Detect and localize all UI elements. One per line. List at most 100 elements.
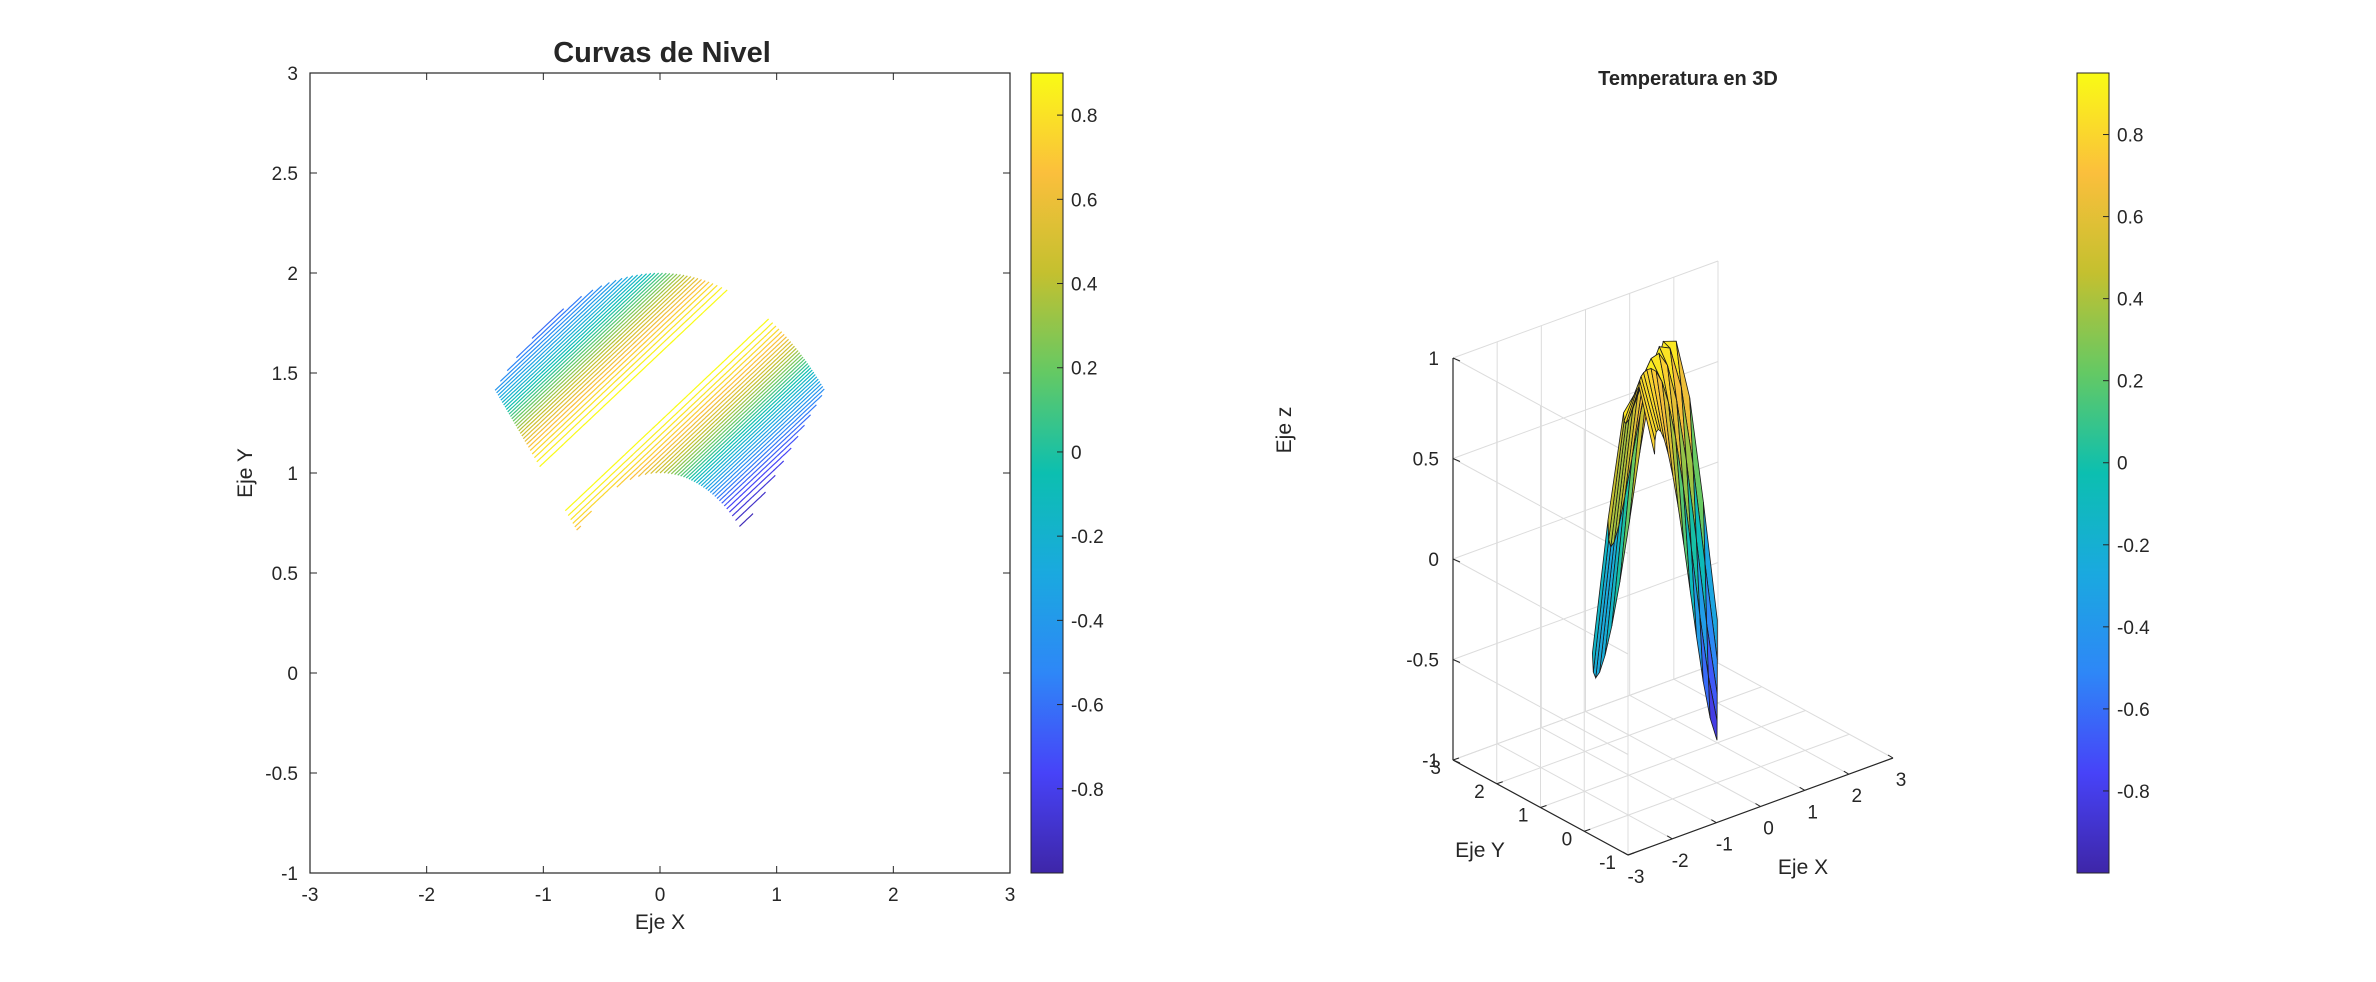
contour-y-tick-label: 1.5	[272, 364, 298, 385]
contour-chart: Curvas de Nivel -3 -2 -1 0 1 2 3 -1 -0.5 0 0.5 1 1.…	[234, 37, 1104, 934]
contour-colorbar-ticks: -0.8 -0.6 -0.4 -0.2 0 0.2 0.4 0.6 0.8	[1057, 106, 1104, 801]
contour-level-line	[505, 272, 812, 481]
surface-colorbar-tick-label: -0.6	[2117, 700, 2150, 721]
contour-level-line	[511, 272, 806, 477]
contour-y-tick-label: 0.5	[272, 564, 298, 585]
contour-level-line	[501, 274, 816, 485]
surface-y-tick	[1496, 781, 1503, 785]
contour-level-line	[524, 277, 790, 476]
contour-colorbar-tick-label: 0.2	[1071, 359, 1097, 380]
contour-level-line	[494, 282, 824, 493]
surface-colorbar-tick-label: 0.4	[2117, 290, 2144, 311]
surface-z-label: Eje z	[1273, 407, 1296, 454]
surface-x-tick	[1799, 786, 1805, 791]
contour-y-ticks: -1 -0.5 0 0.5 1 1.5 2 2.5 3	[265, 64, 1010, 885]
contour-level-line	[539, 289, 770, 512]
surface-y-tick	[1540, 805, 1547, 808]
contour-level-line	[508, 272, 809, 479]
contour-colorbar-tick-label: 0.8	[1071, 106, 1097, 127]
surface-colorbar-tick-label: 0	[2117, 454, 2128, 475]
contour-x-tick-label: 0	[655, 885, 666, 906]
surface-z-tick-label: 0.5	[1413, 450, 1439, 471]
contour-level-line	[738, 513, 754, 527]
contour-x-tick-label: 2	[888, 885, 899, 906]
surface-x-tick-label: -2	[1672, 851, 1689, 872]
contour-level-line	[500, 275, 818, 487]
surface-y-tick	[1452, 757, 1460, 761]
surface-x-tick-label: 0	[1763, 819, 1774, 840]
surface-y-tick-label: 1	[1518, 806, 1529, 827]
contour-level-line	[515, 273, 801, 475]
contour-y-tick-label: 0	[287, 664, 298, 685]
contour-level-line	[726, 447, 792, 510]
surface-z-tick-label: -0.5	[1406, 651, 1439, 672]
contour-y-tick-label: 2.5	[272, 164, 298, 185]
contour-x-tick-label: -3	[302, 885, 319, 906]
surface-wall-gridline	[1452, 659, 1629, 755]
surface-z-tick	[1452, 759, 1461, 764]
contour-level-line	[497, 277, 821, 490]
surface-colorbar-tick-label: -0.2	[2117, 536, 2150, 557]
surface-wall-gridline	[1452, 260, 1719, 359]
contour-y-tick-label: -1	[281, 864, 298, 885]
contour-x-ticks: -3 -2 -1 0 1 2 3	[302, 73, 1015, 906]
contour-level-line	[533, 284, 777, 521]
contour-level-line	[728, 460, 785, 513]
contour-level-line	[516, 274, 799, 474]
contour-colorbar-tick-label: -0.2	[1071, 527, 1104, 548]
surface-x-tick	[1755, 803, 1761, 807]
contour-level-line	[522, 276, 792, 475]
contour-y-tick-label: 3	[287, 64, 298, 85]
surface-patch	[1708, 676, 1718, 741]
surface-wall-gridline	[1452, 662, 1719, 761]
contour-x-tick-label: -2	[418, 885, 435, 906]
contour-level-line	[735, 491, 766, 521]
surface-y-tick-label: 0	[1562, 829, 1573, 850]
surface-y-tick-label: 3	[1430, 758, 1441, 779]
contour-level-line	[518, 274, 797, 474]
contour-title: Curvas de Nivel	[553, 37, 771, 69]
contour-x-tick-label: 1	[771, 885, 782, 906]
contour-y-tick-label: 1	[287, 464, 298, 485]
surface-x-tick	[1843, 770, 1850, 775]
contour-colorbar-tick-label: -0.8	[1071, 780, 1104, 801]
surface-x-tick	[1887, 754, 1894, 759]
contour-level-line	[499, 285, 825, 495]
surface-patches	[1591, 340, 1718, 741]
surface-z-tick	[1452, 357, 1461, 362]
surface-x-tick-label: -1	[1716, 835, 1733, 856]
surface-patch	[1638, 380, 1656, 455]
contour-colorbar-tick-label: -0.4	[1071, 611, 1104, 632]
surface-wall-gridline	[1452, 458, 1629, 554]
contour-level-line	[506, 289, 823, 497]
contour-level-line	[496, 279, 822, 492]
contour-level-line	[512, 272, 804, 476]
contour-colorbar-tick-label: 0.6	[1071, 190, 1097, 211]
surface-y-tick-label: -1	[1599, 853, 1616, 874]
surface-floor-gridline	[1584, 733, 1850, 832]
contour-colorbar-tick-label: -0.6	[1071, 696, 1104, 717]
surface-colorbar-tick-label: 0.6	[2117, 208, 2143, 229]
surface-z-tick	[1452, 458, 1461, 462]
surface-z-tick-label: 0	[1428, 550, 1439, 571]
surface-z-tick	[1452, 659, 1461, 663]
contour-colorbar	[1030, 72, 1064, 874]
contour-y-tick-label: -0.5	[265, 764, 298, 785]
contour-level-line	[521, 276, 794, 474]
contour-level-line	[514, 273, 802, 476]
surface-y-label: Eje Y	[1455, 839, 1505, 862]
surface-z-tick-label: -1	[1422, 751, 1439, 772]
surface-z-tick	[1452, 558, 1461, 563]
surface-colorbar-tick-label: 0.8	[2117, 126, 2143, 147]
surface-x-tick	[1666, 835, 1673, 840]
contour-level-line	[721, 424, 805, 504]
contour-colorbar-tick-label: 0	[1071, 443, 1082, 464]
surface-y-tick	[1627, 852, 1635, 856]
contour-level-line	[515, 295, 817, 499]
surface-colorbar-tick-label: -0.4	[2117, 618, 2150, 639]
surface-colorbar-tick-label: -0.8	[2117, 782, 2150, 803]
surface-floor-gridline	[1540, 710, 1806, 808]
surface-colorbar-tick-label: 0.2	[2117, 372, 2143, 393]
contour-colorbar-tick-label: 0.4	[1071, 275, 1098, 296]
